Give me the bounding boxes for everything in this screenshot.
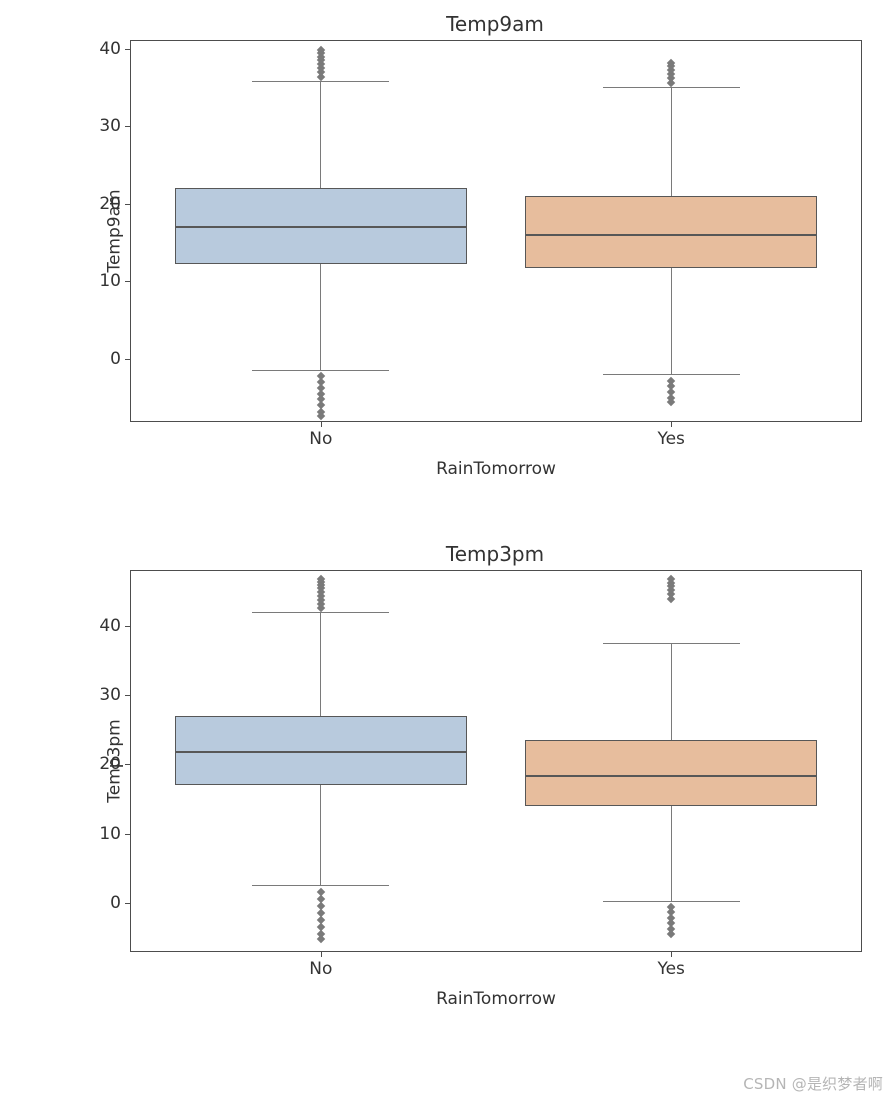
ytick-mark [125,834,131,835]
ytick-mark [125,695,131,696]
whisker-hi [671,644,672,741]
whisker-lo [320,785,321,885]
whisker-hi [320,612,321,716]
ytick-mark [125,281,131,282]
ytick-mark [125,626,131,627]
xtick-label: No [309,429,332,449]
xtick-label: Yes [657,429,684,449]
whisker-lo [671,268,672,374]
xtick-mark [671,421,672,427]
y-axis-label: Temp3pm [105,719,125,802]
chart-panel-temp3pm: Temp3pm010203040Temp3pmRainTomorrowNoYes [55,570,890,1030]
ytick-mark [125,126,131,127]
x-axis-label: RainTomorrow [131,459,861,479]
xtick-mark [671,951,672,957]
median-line [175,226,467,228]
cap-lo [603,901,740,902]
whisker-hi [320,81,321,188]
ytick-mark [125,764,131,765]
ytick-label: 30 [99,685,121,705]
xtick-mark [321,951,322,957]
ytick-mark [125,204,131,205]
chart-title: Temp3pm [130,542,860,566]
axes: 010203040Temp3pmRainTomorrowNoYes [130,570,862,952]
whisker-lo [320,264,321,370]
outlier-point [667,929,675,937]
xtick-label: Yes [657,959,684,979]
median-line [525,775,817,777]
ytick-mark [125,49,131,50]
ytick-label: 10 [99,271,121,291]
outlier-point [667,398,675,406]
axes: 010203040Temp9amRainTomorrowNoYes [130,40,862,422]
ytick-label: 40 [99,39,121,59]
ytick-label: 10 [99,824,121,844]
ytick-label: 0 [110,893,121,913]
ytick-label: 30 [99,116,121,136]
xtick-mark [321,421,322,427]
median-line [525,234,817,236]
xtick-label: No [309,959,332,979]
y-axis-label: Temp9am [105,189,125,272]
outlier-point [317,935,325,943]
box-iqr [525,196,817,268]
cap-lo [252,885,389,886]
box-iqr [525,740,817,806]
whisker-lo [671,806,672,901]
whisker-hi [671,88,672,197]
ytick-label: 0 [110,349,121,369]
cap-hi [603,643,740,644]
watermark: CSDN @是织梦者啊 [743,1073,883,1094]
chart-panel-temp9am: Temp9am010203040Temp9amRainTomorrowNoYes [55,40,890,500]
cap-lo [603,374,740,375]
x-axis-label: RainTomorrow [131,989,861,1009]
ytick-label: 40 [99,616,121,636]
median-line [175,751,467,753]
ytick-mark [125,903,131,904]
ytick-mark [125,359,131,360]
chart-title: Temp9am [130,12,860,36]
